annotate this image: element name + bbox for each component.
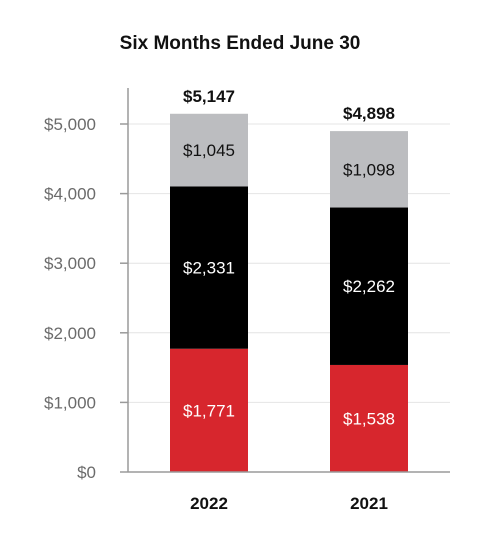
y-tick-label: $5,000	[44, 115, 96, 134]
labels: $0 $1,000 $2,000 $3,000 $4,000 $5,000 $1,771 $2…	[44, 87, 395, 513]
y-tick-label: $4,000	[44, 185, 96, 204]
segment-value-label: $1,045	[183, 141, 235, 160]
bar-segment	[170, 348, 248, 472]
x-tick-label: 2022	[190, 494, 228, 513]
bar-total-label: $5,147	[183, 87, 235, 106]
bar-total-label: $4,898	[343, 104, 395, 123]
segment-value-label: $1,771	[183, 401, 235, 420]
y-tick-label: $0	[77, 463, 96, 482]
segment-value-label: $2,331	[183, 259, 235, 278]
bar-segment	[330, 131, 408, 208]
segment-value-label: $1,538	[343, 409, 395, 428]
bar-segment	[330, 364, 408, 472]
segment-value-label: $2,262	[343, 277, 395, 296]
x-tick-label: 2021	[350, 494, 388, 513]
y-tick-label: $3,000	[44, 254, 96, 273]
bar-segment	[170, 113, 248, 187]
chart-title: Six Months Ended June 30	[120, 33, 361, 54]
bar-segment	[330, 207, 408, 365]
bar-segment	[170, 186, 248, 349]
y-tick-label: $1,000	[44, 393, 96, 412]
segment-value-label: $1,098	[343, 160, 395, 179]
bars	[170, 113, 408, 472]
y-tick-label: $2,000	[44, 324, 96, 343]
axes	[120, 88, 450, 473]
